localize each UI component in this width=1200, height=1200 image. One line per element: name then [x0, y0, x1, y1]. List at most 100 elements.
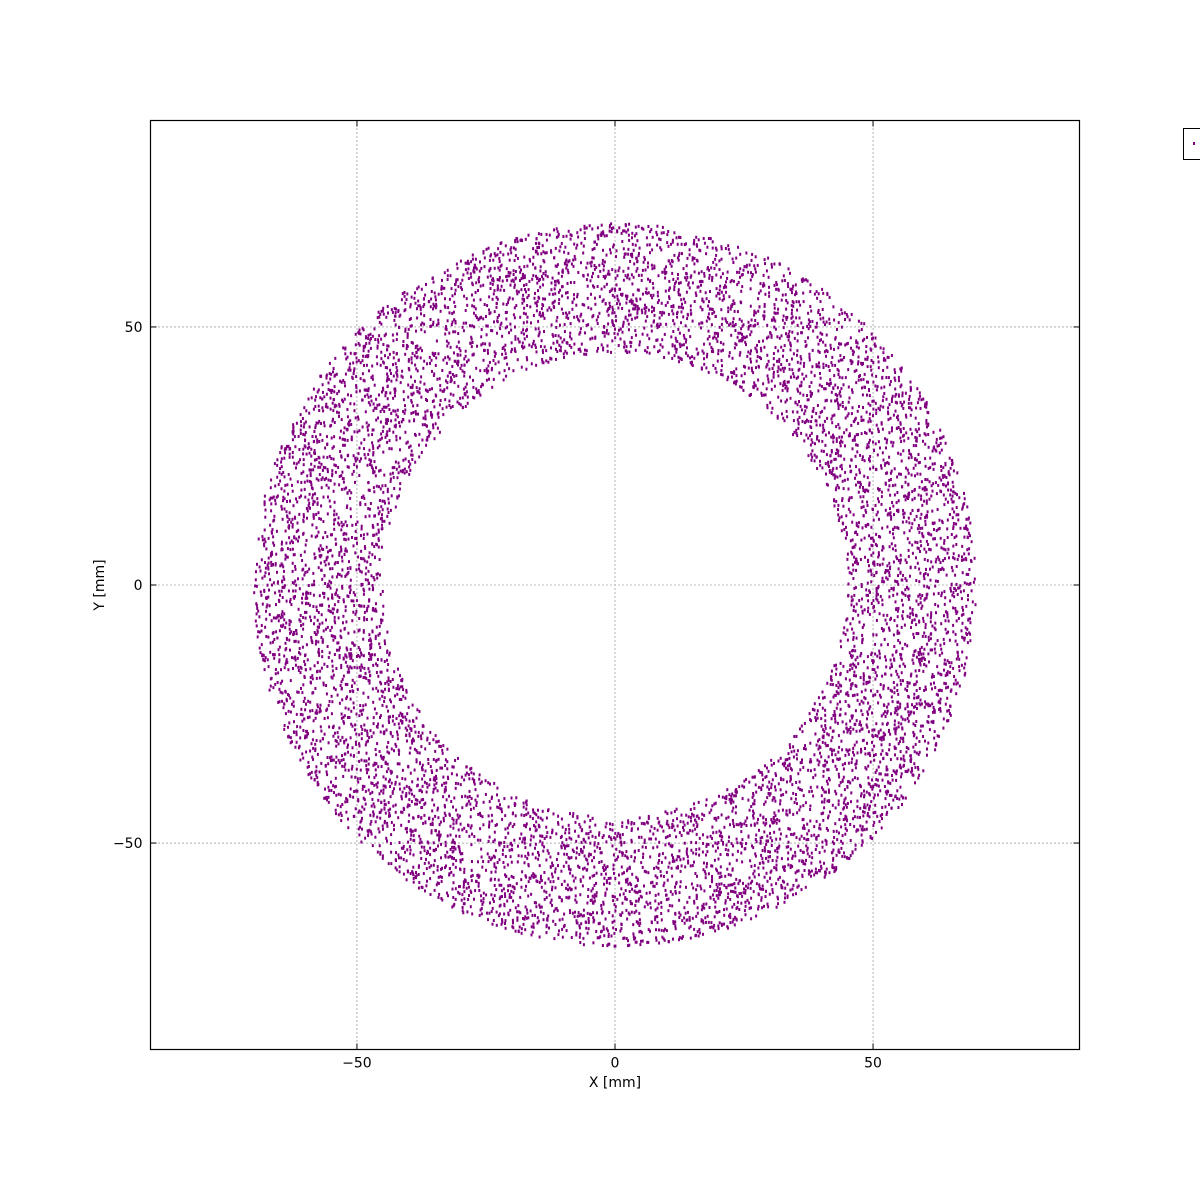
scatter-point	[882, 613, 885, 617]
scatter-point	[741, 273, 744, 276]
scatter-point	[350, 775, 353, 779]
scatter-point	[727, 926, 729, 930]
scatter-point	[535, 241, 537, 245]
scatter-point	[607, 308, 610, 311]
scatter-point	[860, 321, 863, 325]
scatter-point	[342, 443, 345, 447]
scatter-point	[479, 260, 481, 264]
scatter-point	[491, 282, 494, 286]
scatter-point	[622, 247, 625, 251]
scatter-point	[850, 595, 853, 599]
scatter-point	[674, 885, 676, 889]
scatter-point	[793, 832, 796, 836]
scatter-point	[546, 275, 549, 279]
scatter-point	[615, 857, 618, 861]
scatter-point	[341, 437, 344, 441]
scatter-point	[454, 288, 457, 292]
scatter-point	[333, 527, 336, 531]
scatter-point	[645, 350, 648, 354]
scatter-point	[914, 669, 917, 673]
scatter-point	[802, 850, 805, 854]
scatter-point	[378, 624, 381, 628]
scatter-point	[913, 750, 916, 754]
scatter-point	[355, 384, 358, 388]
scatter-point	[312, 757, 314, 761]
scatter-point	[631, 299, 634, 303]
scatter-point	[889, 567, 891, 571]
scatter-point	[615, 847, 618, 851]
scatter-point	[916, 527, 919, 531]
scatter-point	[879, 595, 882, 598]
scatter-point	[579, 825, 582, 829]
scatter-point	[851, 349, 854, 353]
scatter-point	[791, 783, 794, 787]
scatter-point	[506, 362, 509, 366]
scatter-point	[602, 268, 605, 272]
scatter-point	[819, 463, 822, 467]
scatter-point	[802, 765, 805, 769]
scatter-point	[695, 841, 698, 845]
scatter-point	[433, 803, 436, 807]
scatter-point	[333, 390, 336, 394]
scatter-point	[334, 731, 336, 735]
scatter-point	[616, 294, 619, 298]
scatter-point	[470, 275, 473, 279]
scatter-point	[553, 937, 556, 941]
scatter-point	[532, 262, 534, 266]
scatter-point	[457, 828, 460, 832]
scatter-point	[899, 702, 902, 706]
scatter-point	[618, 226, 621, 230]
scatter-point	[411, 829, 414, 833]
scatter-point	[794, 293, 797, 297]
scatter-point	[515, 304, 518, 308]
scatter-point	[414, 802, 417, 806]
scatter-point	[375, 671, 378, 674]
scatter-point	[575, 933, 578, 937]
scatter-point	[762, 866, 765, 870]
scatter-point	[804, 885, 807, 889]
scatter-point	[774, 327, 777, 331]
scatter-point	[952, 556, 955, 560]
scatter-point	[767, 792, 770, 795]
scatter-point	[757, 866, 760, 870]
scatter-point	[463, 370, 466, 374]
scatter-point	[483, 256, 486, 260]
scatter-point	[324, 563, 327, 567]
scatter-point	[278, 645, 281, 649]
scatter-point	[608, 911, 611, 914]
scatter-point	[386, 430, 389, 434]
scatter-point	[382, 604, 385, 608]
scatter-point	[401, 790, 404, 794]
scatter-point	[472, 352, 475, 356]
scatter-point	[740, 289, 743, 293]
scatter-point	[614, 269, 617, 273]
scatter-point	[719, 871, 722, 875]
scatter-point	[925, 664, 928, 668]
scatter-point	[755, 366, 757, 370]
scatter-point	[332, 409, 335, 413]
scatter-point	[750, 349, 752, 353]
scatter-point	[908, 449, 910, 453]
scatter-point	[602, 248, 604, 252]
scatter-point	[522, 272, 524, 276]
scatter-point	[626, 856, 629, 860]
scatter-point	[674, 891, 677, 895]
scatter-point	[605, 331, 608, 335]
scatter-point	[344, 706, 347, 710]
scatter-point	[939, 697, 942, 701]
scatter-point	[631, 282, 634, 286]
scatter-point	[387, 501, 390, 505]
scatter-point	[545, 359, 548, 363]
scatter-point	[493, 877, 496, 881]
scatter-point	[329, 505, 332, 509]
scatter-point	[765, 889, 767, 893]
scatter-point	[665, 898, 668, 902]
scatter-point	[579, 879, 582, 883]
scatter-point	[307, 446, 309, 450]
scatter-point	[360, 570, 363, 574]
scatter-point	[366, 428, 369, 432]
scatter-point	[520, 931, 523, 935]
scatter-point	[331, 575, 334, 579]
scatter-point	[932, 721, 935, 724]
scatter-point	[489, 287, 492, 290]
